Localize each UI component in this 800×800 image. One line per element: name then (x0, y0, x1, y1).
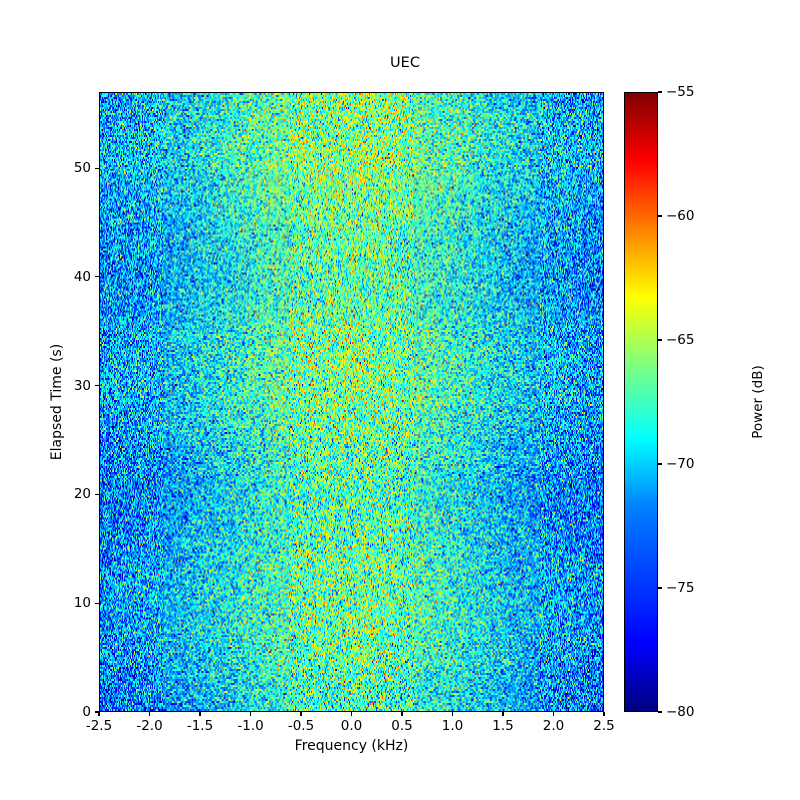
y-tick-mark (95, 385, 99, 387)
x-tick-label: -2.0 (136, 718, 163, 734)
x-tick-label: 2.0 (542, 718, 565, 734)
x-tick-mark (552, 712, 555, 716)
x-tick-label: -1.0 (237, 718, 264, 734)
x-tick-label: -2.5 (85, 718, 113, 734)
x-tick-mark (98, 712, 100, 716)
y-tick-mark (95, 711, 99, 713)
y-tick-mark (95, 167, 99, 169)
colorbar-tick-mark (658, 587, 662, 589)
x-tick-mark (451, 712, 454, 716)
y-tick-label: 50 (73, 160, 91, 177)
x-tick-label: -1.5 (186, 718, 214, 734)
x-tick-label: 0.0 (340, 718, 363, 734)
x-tick-label: 0.5 (391, 718, 413, 734)
y-tick-label: 0 (82, 704, 91, 720)
y-tick-mark (95, 276, 99, 278)
colorbar-tick-mark (658, 463, 662, 465)
colorbar-axis-label: Power (dB) (750, 365, 766, 439)
colorbar-tick-label: −65 (666, 332, 695, 348)
x-axis-label: Frequency (kHz) (294, 738, 409, 754)
y-tick-mark (95, 493, 99, 496)
y-tick-label: 40 (73, 268, 91, 285)
colorbar-tick-mark (658, 711, 662, 713)
x-tick-label: 2.5 (593, 718, 615, 734)
spectrogram-image (100, 93, 603, 711)
x-tick-mark (300, 712, 302, 716)
x-tick-label: -0.5 (287, 718, 315, 734)
y-tick-label: 20 (73, 486, 91, 503)
x-tick-mark (401, 712, 403, 716)
colorbar-tick-mark (658, 215, 662, 217)
x-tick-label: 1.0 (441, 718, 464, 734)
y-tick-mark (95, 602, 99, 604)
title-station: UEC (390, 55, 420, 71)
x-tick-mark (249, 712, 252, 716)
spectrogram-plot-area[interactable] (99, 92, 604, 712)
colorbar-tick-label: −75 (666, 580, 695, 596)
colorbar-tick-label: −70 (666, 456, 695, 472)
colorbar-tick-mark (658, 91, 662, 93)
x-tick-mark (199, 712, 201, 716)
x-tick-label: 1.5 (492, 718, 514, 734)
y-axis-label: Elapsed Time (s) (49, 343, 65, 461)
x-tick-mark (502, 712, 504, 716)
colorbar-tick-label: −80 (666, 704, 695, 720)
x-tick-mark (350, 712, 353, 716)
colorbar-tick-label: −55 (666, 84, 695, 100)
y-tick-label: 10 (73, 595, 91, 612)
colorbar-tick-mark (658, 339, 662, 341)
colorbar (624, 92, 658, 712)
colorbar-gradient (624, 92, 658, 712)
y-tick-label: 30 (73, 377, 91, 394)
x-tick-mark (603, 712, 605, 716)
colorbar-tick-label: −60 (666, 208, 695, 224)
x-tick-mark (148, 712, 151, 716)
